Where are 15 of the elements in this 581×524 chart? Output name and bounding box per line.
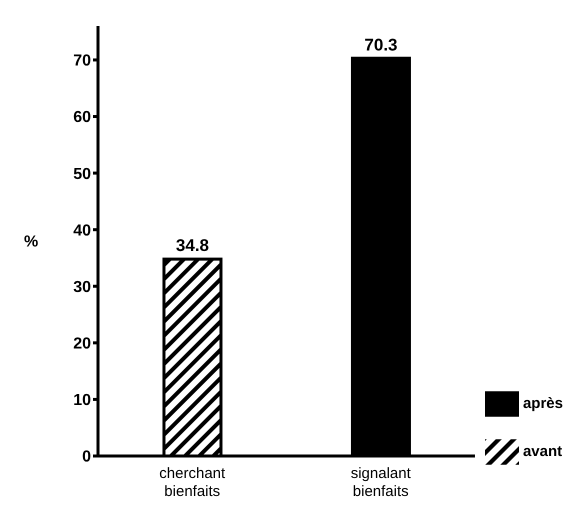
data-label: 34.8 — [176, 236, 210, 256]
y-tick-label: 70 — [73, 52, 92, 70]
x-tick-label: cherchant bienfaits — [159, 465, 226, 500]
y-tick-label: 0 — [82, 448, 92, 466]
y-tick-label: 40 — [73, 222, 92, 240]
legend-label: avant — [522, 443, 562, 460]
legend-label: après — [522, 395, 563, 412]
y-tick-label: 10 — [73, 392, 92, 410]
y-axis-title: % — [24, 234, 38, 251]
y-tick-label: 20 — [73, 336, 92, 353]
y-tick-label: 50 — [73, 166, 92, 183]
y-tick-label: 30 — [73, 278, 92, 296]
x-tick-label: signalant bienfaits — [350, 465, 412, 500]
y-tick-label: 60 — [73, 109, 92, 126]
data-label: 70.3 — [364, 35, 398, 54]
